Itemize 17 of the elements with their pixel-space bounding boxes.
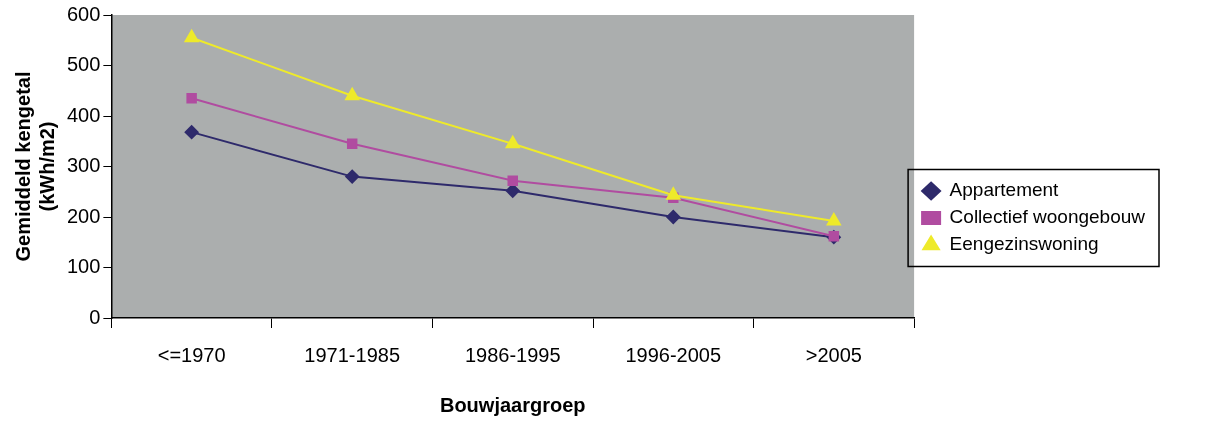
y-tick-label: 400 — [66, 103, 101, 126]
x-tick-label: <=1970 — [157, 343, 226, 366]
y-tick-label: 300 — [66, 154, 101, 177]
x-tick-label: >2005 — [805, 343, 862, 366]
y-tick-label: 200 — [66, 204, 101, 227]
y-axis-title: Gemiddeld kengetal (kWh/m2) — [11, 71, 58, 262]
y-tick-label: 0 — [89, 305, 101, 328]
x-tick-label: 1971-1985 — [304, 343, 401, 366]
x-axis-title: Bouwjaargroep — [439, 393, 586, 416]
x-tick-label: 1986-1995 — [464, 343, 561, 366]
legend-label: Appartement — [949, 179, 1060, 201]
y-tick-label: 600 — [66, 2, 101, 25]
y-tick-label: 500 — [66, 53, 101, 76]
legend-label: Eengezinswoning — [949, 233, 1099, 255]
y-tick-label: 100 — [66, 255, 101, 278]
x-tick-label: 1996-2005 — [625, 343, 722, 366]
legend-label: Collectief woongebouw — [949, 206, 1146, 228]
